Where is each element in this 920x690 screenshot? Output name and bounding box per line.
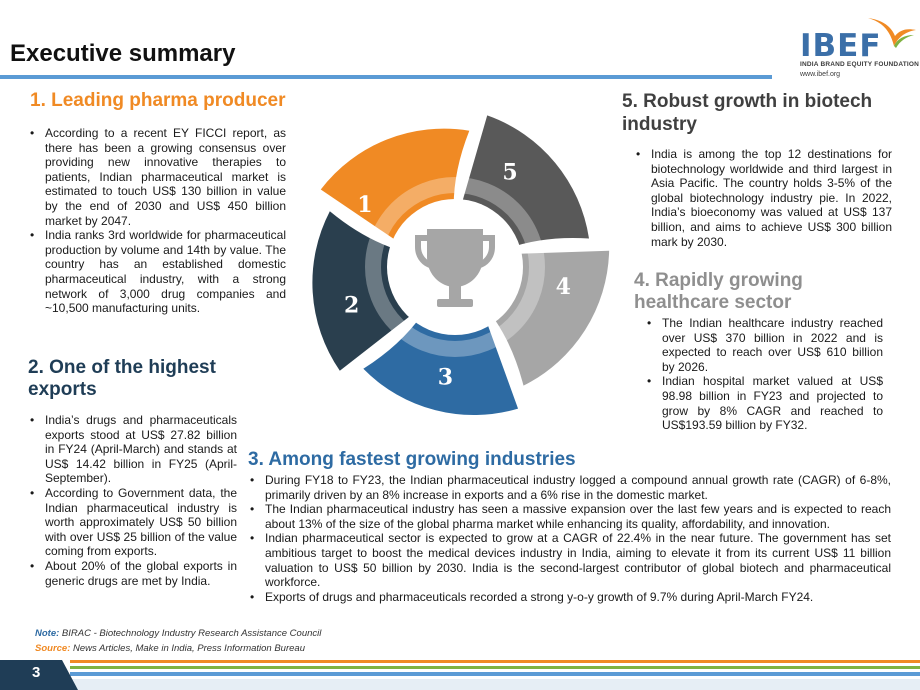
list-item: Indian pharmaceutical sector is expected… <box>248 531 891 589</box>
list-item: India is among the top 12 destinations f… <box>634 147 892 249</box>
list-item: The Indian pharmaceutical industry has s… <box>248 502 891 531</box>
wheel-ring <box>365 177 545 357</box>
section-2-list: India’s drugs and pharmaceuticals export… <box>28 413 237 588</box>
list-item: Exports of drugs and pharmaceuticals rec… <box>248 590 891 605</box>
section-4-heading: 4. Rapidly growing healthcare sector <box>634 270 803 313</box>
petal-number-2: 2 <box>344 293 359 319</box>
petal-number-3: 3 <box>438 365 453 391</box>
list-item: About 20% of the global exports in gener… <box>28 559 237 588</box>
section-1-heading: 1. Leading pharma producer <box>30 90 286 111</box>
list-item: India ranks 3rd worldwide for pharmaceut… <box>28 228 286 316</box>
petal-number-4: 4 <box>556 274 571 300</box>
section-5-heading: 5. Robust growth in biotech industry <box>622 91 873 135</box>
logo-text: IBEF <box>800 28 882 64</box>
section-1-list: According to a recent EY FICCI report, a… <box>28 126 286 316</box>
footer-stripe-blue <box>70 672 920 676</box>
pinwheel-diagram: 1 2 3 4 5 <box>312 115 610 416</box>
footer-bar <box>0 660 920 690</box>
source-label: Source: <box>35 643 71 654</box>
footer-band <box>70 679 920 690</box>
footer-stripe-green <box>70 666 920 669</box>
section-5-list: India is among the top 12 destinations f… <box>634 147 892 249</box>
petal-number-1: 1 <box>357 192 372 218</box>
list-item: According to a recent EY FICCI report, a… <box>28 126 286 228</box>
page-number-tab <box>0 660 78 690</box>
section-4-list: The Indian healthcare industry reached o… <box>645 316 883 433</box>
logo-subtitle: INDIA BRAND EQUITY FOUNDATION <box>800 61 920 68</box>
footer-stripe-orange <box>70 660 920 663</box>
list-item: The Indian healthcare industry reached o… <box>645 316 883 374</box>
bird-swoosh-icon <box>868 18 916 48</box>
section-2-heading: 2. One of the highest exports <box>28 357 216 400</box>
logo-website: www.ibef.org <box>800 71 841 78</box>
list-item: During FY18 to FY23, the Indian pharmace… <box>248 473 891 502</box>
list-item: According to Government data, the Indian… <box>28 486 237 559</box>
note-label: Note: <box>35 628 60 639</box>
note-text: BIRAC - Biotechnology Industry Research … <box>61 628 322 639</box>
section-3-list: During FY18 to FY23, the Indian pharmace… <box>248 473 891 604</box>
title-underline <box>0 75 772 79</box>
petal-number-5: 5 <box>502 160 517 186</box>
list-item: India’s drugs and pharmaceuticals export… <box>28 413 237 486</box>
trophy-icon <box>415 229 495 307</box>
source-line: Source: News Articles, Make in India, Pr… <box>35 643 305 654</box>
page-number: 3 <box>32 664 41 681</box>
page-title: Executive summary <box>10 40 236 67</box>
source-text: News Articles, Make in India, Press Info… <box>73 643 305 654</box>
list-item: Indian hospital market valued at US$ 98.… <box>645 374 883 432</box>
section-3-heading: 3. Among fastest growing industries <box>248 449 576 470</box>
footnote: Note: BIRAC - Biotechnology Industry Res… <box>35 628 321 639</box>
